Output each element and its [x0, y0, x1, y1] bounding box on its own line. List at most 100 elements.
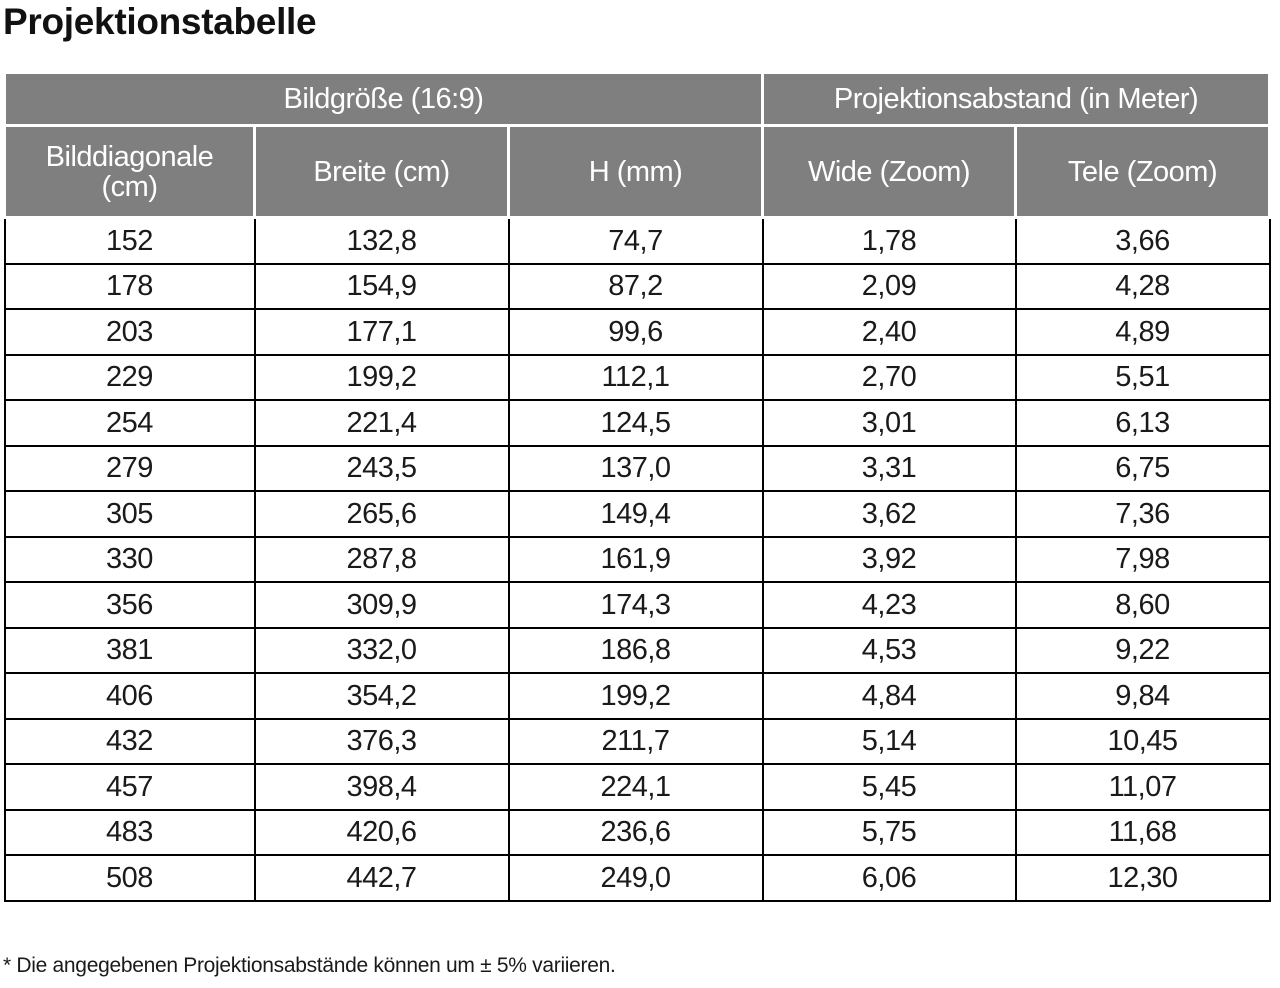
table-row: 483 420,6 236,6 5,75 11,68 — [3, 808, 1271, 856]
table-cell: 5,45 — [761, 763, 1017, 811]
table-cell: 74,7 — [507, 216, 764, 265]
table-cell: 305 — [3, 490, 256, 538]
table-cell: 149,4 — [507, 490, 764, 538]
table-cell: 7,98 — [1014, 535, 1271, 583]
table-cell: 10,45 — [1014, 717, 1271, 765]
page-title: Projektionstabelle — [3, 1, 317, 42]
table-cell: 132,8 — [253, 216, 510, 265]
table-row: 356 309,9 174,3 4,23 8,60 — [3, 581, 1271, 629]
table-row: 178 154,9 87,2 2,09 4,28 — [3, 262, 1271, 310]
table-cell: 3,31 — [761, 444, 1017, 492]
header-group-1: Projektionsabstand (in Meter) — [761, 71, 1272, 127]
table-cell: 330 — [3, 535, 256, 583]
header-group-row: Bildgröße (16:9) Projektionsabstand (in M… — [2, 71, 1272, 127]
table-cell: 243,5 — [253, 444, 510, 492]
table-cell: 376,3 — [253, 717, 510, 765]
footnote: * Die angegebenen Projektionsabstände kö… — [3, 954, 616, 977]
table-cell: 112,1 — [507, 353, 764, 401]
table-cell: 178 — [3, 262, 256, 310]
table-cell: 199,2 — [253, 353, 510, 401]
table-cell: 420,6 — [253, 808, 510, 856]
table-cell: 354,2 — [253, 672, 510, 720]
table-cell: 398,4 — [253, 763, 510, 811]
table-cell: 6,13 — [1014, 399, 1271, 447]
table-cell: 3,62 — [761, 490, 1017, 538]
table-cell: 154,9 — [253, 262, 510, 310]
table-cell: 4,23 — [761, 581, 1017, 629]
table-cell: 265,6 — [253, 490, 510, 538]
table-cell: 1,78 — [761, 216, 1017, 265]
table-row: 254 221,4 124,5 3,01 6,13 — [3, 399, 1271, 447]
table-cell: 177,1 — [253, 308, 510, 356]
table-cell: 9,22 — [1014, 626, 1271, 674]
table-cell: 6,75 — [1014, 444, 1271, 492]
table-cell: 4,89 — [1014, 308, 1271, 356]
header-column-row: Bilddiagonale (cm) Breite (cm) H (mm) Wide … — [3, 124, 1272, 219]
table-cell: 124,5 — [507, 399, 764, 447]
table-cell: 11,07 — [1014, 763, 1271, 811]
table-cell: 4,28 — [1014, 262, 1271, 310]
table-cell: 99,6 — [507, 308, 764, 356]
table-cell: 161,9 — [507, 535, 764, 583]
table-cell: 186,8 — [507, 626, 764, 674]
table-row: 381 332,0 186,8 4,53 9,22 — [3, 626, 1271, 674]
table-cell: 11,68 — [1014, 808, 1271, 856]
table-cell: 174,3 — [507, 581, 764, 629]
column-header-1: Breite (cm) — [253, 124, 510, 219]
table-row: 229 199,2 112,1 2,70 5,51 — [3, 353, 1271, 401]
table-cell: 224,1 — [507, 763, 764, 811]
table-cell: 12,30 — [1014, 854, 1271, 902]
table-cell: 211,7 — [507, 717, 764, 765]
table-cell: 229 — [3, 353, 256, 401]
column-header-3: Wide (Zoom) — [761, 124, 1018, 219]
table-cell: 2,40 — [761, 308, 1017, 356]
projection-table-container: Bildgröße (16:9) Projektionsabstand (in M… — [2, 71, 1272, 902]
table-cell: 254 — [3, 399, 256, 447]
table-cell: 6,06 — [761, 854, 1017, 902]
table-cell: 221,4 — [253, 399, 510, 447]
table-body: 152 132,8 74,7 1,78 3,66 178 154,9 87,2 2,09 4,28… — [3, 216, 1271, 902]
table-cell: 236,6 — [507, 808, 764, 856]
column-header-4: Tele (Zoom) — [1014, 124, 1272, 219]
table-cell: 5,75 — [761, 808, 1017, 856]
table-cell: 4,84 — [761, 672, 1017, 720]
table-cell: 442,7 — [253, 854, 510, 902]
table-row: 203 177,1 99,6 2,40 4,89 — [3, 308, 1271, 356]
header-group-0: Bildgröße (16:9) — [2, 71, 765, 127]
table-cell: 249,0 — [507, 854, 764, 902]
table-row: 406 354,2 199,2 4,84 9,84 — [3, 672, 1271, 720]
table-cell: 508 — [3, 854, 256, 902]
table-row: 305 265,6 149,4 3,62 7,36 — [3, 490, 1271, 538]
table-cell: 3,92 — [761, 535, 1017, 583]
table-row: 457 398,4 224,1 5,45 11,07 — [3, 763, 1271, 811]
table-cell: 137,0 — [507, 444, 764, 492]
table-cell: 5,14 — [761, 717, 1017, 765]
table-cell: 381 — [3, 626, 256, 674]
table-row: 330 287,8 161,9 3,92 7,98 — [3, 535, 1271, 583]
table-cell: 7,36 — [1014, 490, 1271, 538]
table-cell: 332,0 — [253, 626, 510, 674]
table-cell: 9,84 — [1014, 672, 1271, 720]
table-cell: 2,70 — [761, 353, 1017, 401]
table-row: 432 376,3 211,7 5,14 10,45 — [3, 717, 1271, 765]
column-header-2: H (mm) — [506, 124, 765, 219]
table-cell: 432 — [3, 717, 256, 765]
projection-table: Bildgröße (16:9) Projektionsabstand (in M… — [2, 71, 1272, 902]
table-row: 508 442,7 249,0 6,06 12,30 — [3, 854, 1271, 902]
table-cell: 356 — [3, 581, 256, 629]
column-header-0: Bilddiagonale (cm) — [3, 124, 256, 219]
table-cell: 203 — [3, 308, 256, 356]
table-cell: 3,01 — [761, 399, 1017, 447]
table-cell: 287,8 — [253, 535, 510, 583]
table-cell: 199,2 — [507, 672, 764, 720]
table-cell: 87,2 — [507, 262, 764, 310]
table-row: 152 132,8 74,7 1,78 3,66 — [3, 216, 1271, 265]
table-row: 279 243,5 137,0 3,31 6,75 — [3, 444, 1271, 492]
table-cell: 406 — [3, 672, 256, 720]
table-cell: 4,53 — [761, 626, 1017, 674]
table-cell: 457 — [3, 763, 256, 811]
table-cell: 309,9 — [253, 581, 510, 629]
table-cell: 152 — [3, 216, 256, 265]
table-cell: 2,09 — [761, 262, 1017, 310]
table-header: Bildgröße (16:9) Projektionsabstand (in M… — [2, 71, 1272, 219]
